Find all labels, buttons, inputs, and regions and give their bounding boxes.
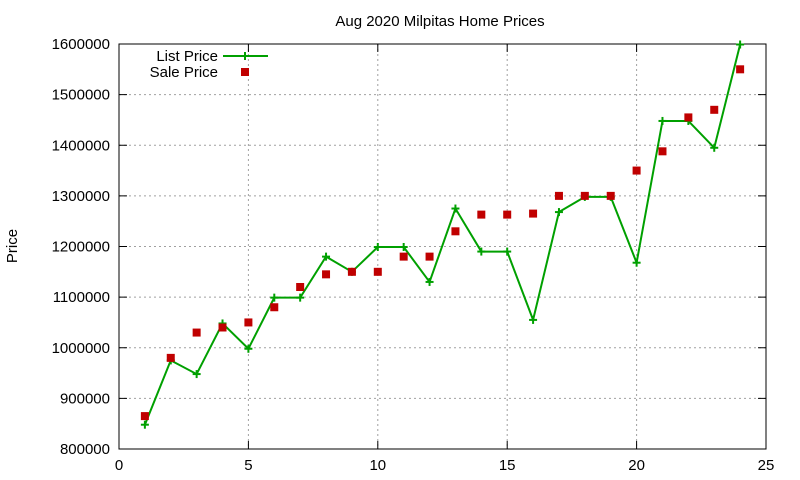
list-price-point <box>296 293 305 302</box>
sale-price-point <box>425 252 434 261</box>
list-price-point <box>244 344 253 353</box>
sale-price-point <box>503 210 512 219</box>
list-price-point <box>554 208 563 217</box>
sale-price-point <box>658 147 667 156</box>
legend-square-marker <box>241 68 249 76</box>
sale-price-point <box>296 283 305 291</box>
y-tick-label: 1200000 <box>52 239 110 256</box>
y-tick-label: 800000 <box>60 441 110 458</box>
x-tick-label: 20 <box>628 457 645 474</box>
chart-title: Aug 2020 Milpitas Home Prices <box>335 13 544 30</box>
list-price-point <box>270 293 279 302</box>
series-list-price <box>140 40 745 429</box>
legend-label: Sale Price <box>150 64 218 81</box>
list-price-point <box>192 370 201 379</box>
sale-price-point <box>218 323 227 332</box>
sale-price-point <box>451 227 460 236</box>
sale-price-point <box>166 353 175 362</box>
sale-price-point <box>347 267 356 276</box>
series <box>140 40 745 429</box>
legend-item-list-price: List Price <box>156 48 268 65</box>
legend-label: List Price <box>156 48 218 65</box>
legend-plus-marker <box>241 52 249 60</box>
list-price-point <box>736 40 745 49</box>
sale-price-point <box>477 210 486 219</box>
list-price-point <box>140 420 149 429</box>
x-tick-label: 15 <box>499 457 516 474</box>
sale-price-point <box>270 303 279 312</box>
y-tick-label: 1000000 <box>52 340 110 357</box>
list-price-point <box>710 143 719 152</box>
x-tick-label: 10 <box>369 457 386 474</box>
sale-price-point <box>632 166 641 175</box>
y-tick-label: 1300000 <box>52 188 110 205</box>
sale-price-point <box>373 267 382 276</box>
sale-price-point <box>244 318 253 327</box>
list-price-line <box>143 44 742 426</box>
list-price-point <box>425 277 434 286</box>
list-price-point <box>451 204 460 213</box>
sale-price-point <box>529 209 538 218</box>
sale-price-point <box>554 191 563 200</box>
list-price-point <box>503 247 512 256</box>
list-price-point <box>373 243 382 252</box>
y-tick-label: 1600000 <box>52 36 110 53</box>
list-price-point <box>399 243 408 252</box>
list-price-point <box>658 116 667 125</box>
sale-price-point <box>580 191 589 200</box>
x-tick-label: 0 <box>115 457 123 474</box>
list-price-point <box>529 315 538 324</box>
sale-price-point <box>736 65 745 74</box>
sale-price-point <box>710 105 719 114</box>
y-tick-label: 1100000 <box>53 289 110 306</box>
list-price-point <box>632 258 641 267</box>
sale-price-point <box>140 412 149 421</box>
x-tick-label: 25 <box>758 457 775 474</box>
y-tick-label: 1400000 <box>52 137 110 154</box>
list-price-point <box>477 247 486 256</box>
sale-price-point <box>684 113 693 122</box>
y-axis-label: Price <box>4 229 21 263</box>
y-tick-label: 1500000 <box>52 87 110 104</box>
list-price-point <box>322 252 331 261</box>
sale-price-point <box>322 270 331 279</box>
sale-price-point <box>399 252 408 261</box>
axes: 0 5 10 15 20 25 800000 900000 1000000 1100000 1200… <box>52 36 775 474</box>
y-tick-label: 900000 <box>60 390 110 407</box>
legend-item-sale-price: Sale Price <box>150 64 249 81</box>
sale-price-point <box>192 328 201 337</box>
series-sale-price <box>140 65 745 421</box>
x-tick-label: 5 <box>244 457 252 474</box>
sale-price-point <box>606 191 615 200</box>
